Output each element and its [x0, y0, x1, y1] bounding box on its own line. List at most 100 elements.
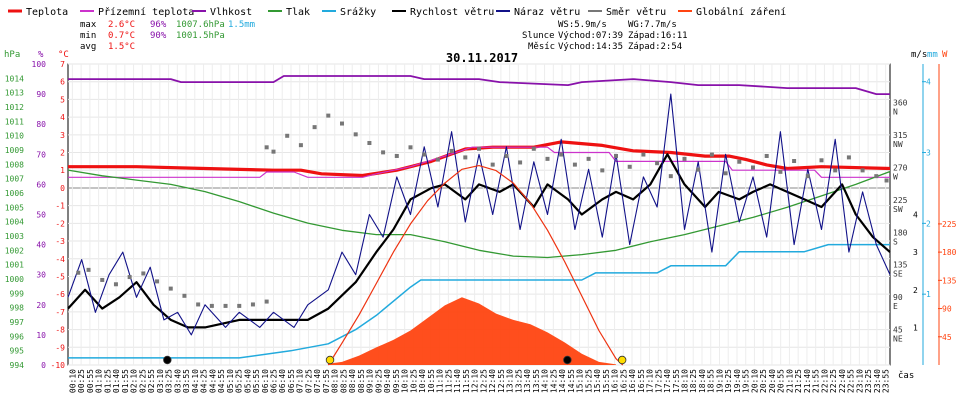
pressure-tick: 1002	[5, 246, 24, 255]
direction-name-tick: N	[893, 108, 898, 117]
x-tick-label: 12:25	[479, 369, 488, 393]
temperature-tick: 6	[60, 78, 65, 87]
pressure-tick: 1000	[5, 275, 24, 284]
x-tick-label: 00:55	[86, 369, 95, 393]
wind-direction-point	[250, 302, 255, 307]
x-tick-label: 11:25	[444, 369, 453, 393]
x-tick-label: 21:55	[812, 369, 821, 393]
wind-direction-point	[614, 153, 618, 158]
wind-direction-point	[86, 267, 91, 272]
series-srazky	[68, 243, 890, 359]
x-tick-label: 19:10	[715, 369, 724, 393]
x-tick-label: 05:40	[243, 369, 252, 393]
legend-item-vlhkost: Vlhkost	[192, 7, 252, 18]
left-axes: 1014101310121011101010091008100710061005…	[5, 60, 65, 370]
direction-name-tick: NE	[893, 335, 903, 344]
series-rychlost-vetru	[67, 153, 891, 329]
wg-value: WG:7.7m/s	[628, 20, 677, 30]
x-tick-label: 18:25	[689, 369, 698, 393]
wind-direction-point	[792, 159, 797, 164]
x-tick-label: 19:55	[742, 369, 751, 393]
wind-direction-point	[381, 150, 386, 155]
x-tick-label: 09:25	[374, 369, 383, 393]
temperature-tick: 5	[60, 95, 65, 104]
x-tick-label: 22:10	[820, 369, 829, 393]
x-tick-label: 03:55	[182, 369, 191, 393]
wind-direction-point	[668, 174, 673, 179]
direction-deg-tick: 180	[893, 228, 908, 237]
direction-name-tick: SE	[893, 270, 903, 279]
x-tick-label: 22:40	[838, 369, 847, 393]
wind-direction-point	[155, 279, 160, 284]
humidity-tick: 60	[36, 180, 46, 189]
wind-direction-point	[696, 167, 701, 172]
x-tick-label: 16:40	[628, 369, 637, 393]
x-tick-label: 12:55	[497, 369, 506, 393]
wind-direction-point	[531, 146, 536, 151]
sun-set: Západ:16:11	[628, 31, 688, 41]
wind-tick: 4	[913, 211, 918, 220]
pressure-tick: 994	[10, 361, 25, 370]
grid	[67, 63, 891, 366]
rain-tick: 2	[926, 219, 931, 228]
humidity-tick: 80	[36, 120, 46, 129]
x-tick-label: 23:25	[864, 369, 873, 393]
x-tick-label: 01:25	[103, 369, 112, 393]
wind-direction-point	[435, 157, 440, 162]
radiation-tick: 180	[942, 248, 957, 257]
x-tick-label: 03:10	[156, 369, 165, 393]
wind-direction-point	[764, 153, 769, 158]
direction-name-tick: SW	[893, 205, 903, 214]
x-tick-label: 04:55	[217, 369, 226, 393]
x-tick-label: 18:55	[707, 369, 716, 393]
x-tick-label: 11:55	[462, 369, 471, 393]
ws-value: WS:5.9m/s	[558, 20, 607, 30]
unit-hpa: hPa	[4, 50, 20, 60]
legend-item-tlak: Tlak	[268, 7, 310, 18]
svg-text:Vlhkost: Vlhkost	[210, 7, 252, 18]
x-tick-label: 05:10	[226, 369, 235, 393]
wind-direction-point	[600, 168, 605, 173]
x-tick-label: 09:55	[392, 369, 401, 393]
humidity-tick: 70	[36, 150, 46, 159]
wind-direction-point	[264, 145, 269, 150]
wind-direction-point	[76, 270, 81, 275]
x-tick-label: 13:25	[514, 369, 523, 393]
humidity-tick: 0	[41, 361, 46, 370]
wind-direction-point	[168, 286, 173, 291]
x-tick-label: 04:40	[208, 369, 217, 393]
x-tick-label: 19:40	[733, 369, 742, 393]
wind-direction-point	[463, 155, 468, 160]
x-tick-label: 21:40	[803, 369, 812, 393]
x-tick-label: 23:40	[873, 369, 882, 393]
wind-direction-point	[353, 132, 358, 137]
temperature-tick: -1	[55, 202, 65, 211]
x-tick-label: 22:55	[847, 369, 856, 393]
wind-direction-point	[884, 178, 889, 183]
wind-direction-point	[264, 299, 269, 304]
rain-tick: 4	[926, 78, 931, 87]
temperature-tick: 2	[60, 149, 65, 158]
wind-direction-point	[805, 174, 810, 179]
series-globalni-zareni	[328, 297, 616, 365]
wind-direction-point	[271, 149, 276, 154]
direction-deg-tick: 360	[893, 99, 908, 108]
wind-direction-point	[545, 156, 550, 161]
direction-name-tick: W	[893, 172, 898, 181]
temperature-tick: -5	[55, 272, 65, 281]
pressure-tick: 996	[10, 332, 25, 341]
temperature-tick: 1	[60, 166, 65, 175]
wind-direction-point	[367, 140, 372, 145]
x-tick-label: 21:25	[794, 369, 803, 393]
rain-tick: 1	[926, 290, 931, 299]
pressure-tick: 1006	[5, 189, 24, 198]
wind-tick: 1	[913, 323, 918, 332]
wind-direction-point	[100, 277, 105, 282]
moon-rise: Východ:14:35	[558, 42, 623, 52]
x-tick-label: 07:10	[296, 369, 305, 393]
x-tick-label: 08:10	[331, 369, 340, 393]
wind-direction-point	[127, 275, 132, 280]
x-tick-label: 00:25	[77, 369, 86, 393]
svg-text:Směr větru: Směr větru	[606, 6, 666, 18]
